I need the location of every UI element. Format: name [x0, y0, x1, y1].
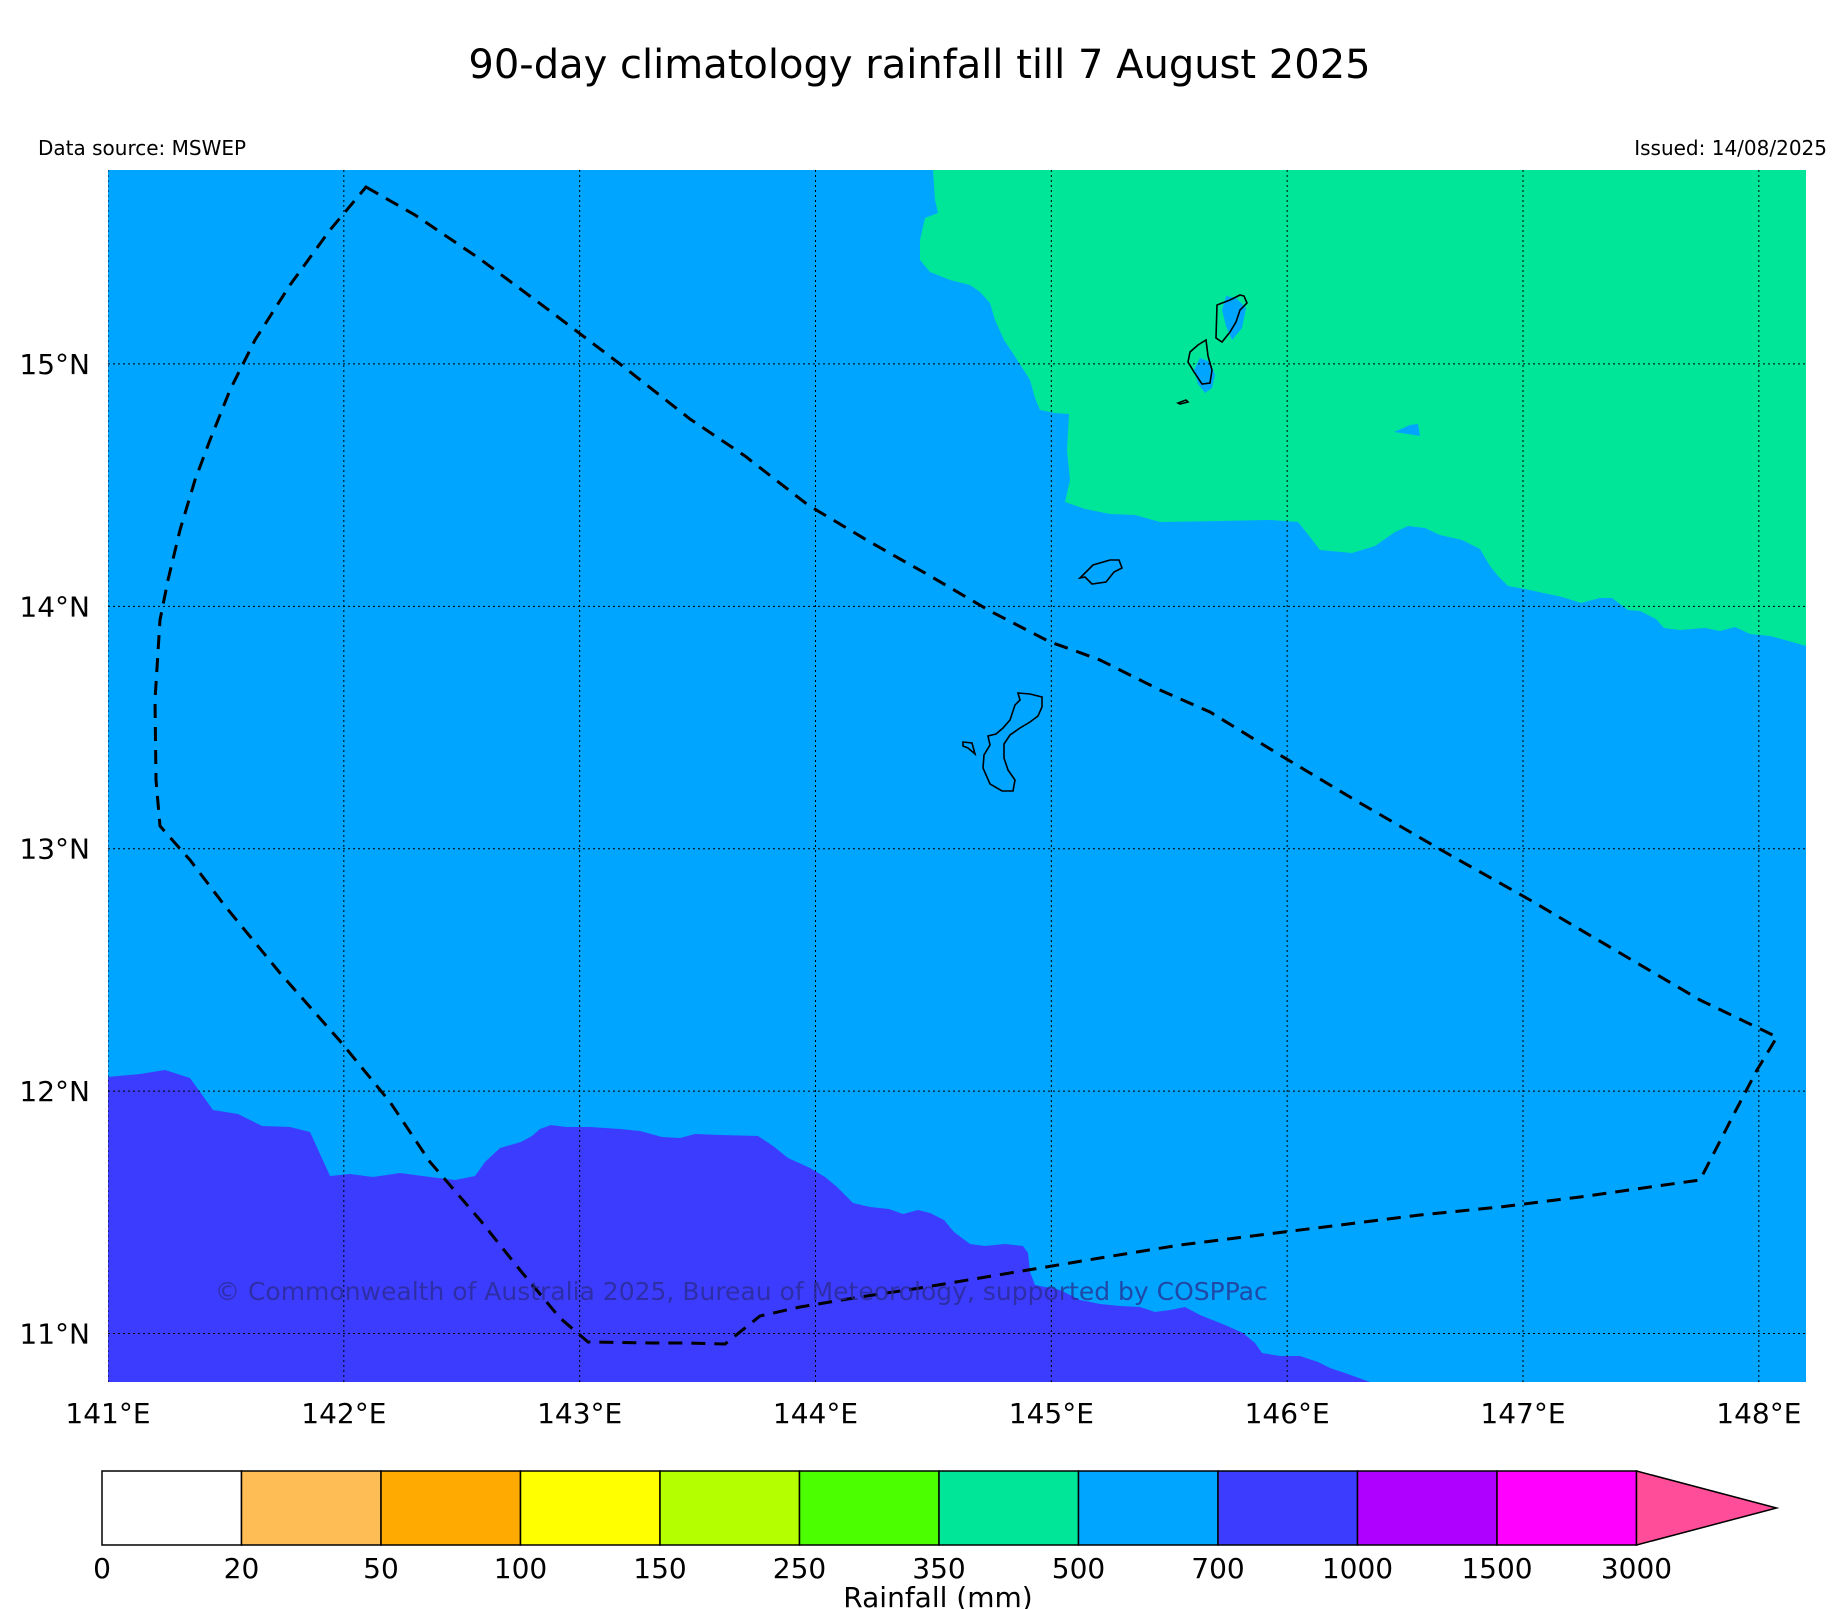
- colorbar-swatch: [1217, 1470, 1359, 1546]
- colorbar-tick-label: 20: [224, 1552, 260, 1585]
- rainfall-region-350-500: [920, 170, 1806, 646]
- latitude-tick-labels: 15°N 14°N 13°N 12°N 11°N: [19, 348, 90, 1351]
- colorbar-tick-label: 100: [494, 1552, 547, 1585]
- longitude-tick-label: 142°E: [301, 1397, 386, 1430]
- colorbar-swatch: [519, 1470, 661, 1546]
- rainfall-patch-small: [1394, 424, 1420, 436]
- colorbar-tick-label: 1500: [1461, 1552, 1532, 1585]
- colorbar-tick-label: 350: [912, 1552, 965, 1585]
- longitude-tick-label: 145°E: [1009, 1397, 1094, 1430]
- colorbar-title: Rainfall (mm): [843, 1581, 1032, 1609]
- colorbar-tick-label: 3000: [1601, 1552, 1672, 1585]
- longitude-tick-label: 146°E: [1245, 1397, 1330, 1430]
- eez-boundary: [153, 185, 1780, 1346]
- copyright-notice: © Commonwealth of Australia 2025, Bureau…: [215, 1277, 1268, 1306]
- longitude-tick-label: 148°E: [1716, 1397, 1801, 1430]
- colorbar-swatch: [1356, 1470, 1498, 1546]
- data-source-label: Data source: MSWEP: [38, 136, 247, 160]
- coastlines: [962, 294, 1248, 792]
- colorbar-tick-label: 50: [363, 1552, 399, 1585]
- colorbar-swatch: [1496, 1470, 1638, 1546]
- rainfall-patch-island: [1194, 296, 1246, 393]
- latitude-tick-label: 13°N: [19, 833, 90, 866]
- colorbar-tick-label: 0: [93, 1552, 111, 1585]
- colorbar-tick-label: 700: [1191, 1552, 1244, 1585]
- colorbar-tick-label: 250: [773, 1552, 826, 1585]
- colorbar-tick-label: 500: [1052, 1552, 1105, 1585]
- colorbar-swatch: [380, 1470, 522, 1546]
- longitude-tick-label: 141°E: [65, 1397, 150, 1430]
- guam-coastline: [962, 692, 1043, 792]
- map-area: © Commonwealth of Australia 2025, Bureau…: [108, 170, 1806, 1382]
- longitude-tick-label: 144°E: [773, 1397, 858, 1430]
- latitude-tick-label: 14°N: [19, 590, 90, 623]
- issued-date-label: Issued: 14/08/2025: [1634, 136, 1827, 160]
- longitude-tick-label: 147°E: [1480, 1397, 1565, 1430]
- colorbar-extend-arrow: [1635, 1470, 1780, 1546]
- colorbar-swatch: [1077, 1470, 1219, 1546]
- longitude-tick-labels: 141°E 142°E 143°E 144°E 145°E 146°E 147°E 148°E: [65, 1397, 1801, 1430]
- map-grid: [108, 170, 1806, 1382]
- colorbar-tick-label: 150: [633, 1552, 686, 1585]
- colorbar-tick-label: 1000: [1322, 1552, 1393, 1585]
- colorbar-swatch: [240, 1470, 382, 1546]
- longitude-tick-label: 143°E: [537, 1397, 622, 1430]
- colorbar-swatch: [798, 1470, 940, 1546]
- rainfall-region-700-1000: [108, 1070, 1370, 1382]
- aguijan-coastline: [1176, 399, 1190, 405]
- rainfall-colorbar: 0 20 50 100 150 250 350 500 700 1000 1500 3000: [93, 1470, 1780, 1585]
- rota-coastline: [1077, 559, 1124, 585]
- colorbar-swatch: [938, 1470, 1080, 1546]
- tinian-coastline: [1187, 338, 1213, 385]
- colorbar-swatch: [101, 1470, 243, 1546]
- saipan-coastline: [1215, 294, 1248, 344]
- latitude-tick-label: 11°N: [19, 1318, 90, 1351]
- latitude-tick-label: 12°N: [19, 1075, 90, 1108]
- latitude-tick-label: 15°N: [19, 348, 90, 381]
- colorbar-swatch: [659, 1470, 801, 1546]
- map-title: 90-day climatology rainfall till 7 Augus…: [468, 42, 1371, 88]
